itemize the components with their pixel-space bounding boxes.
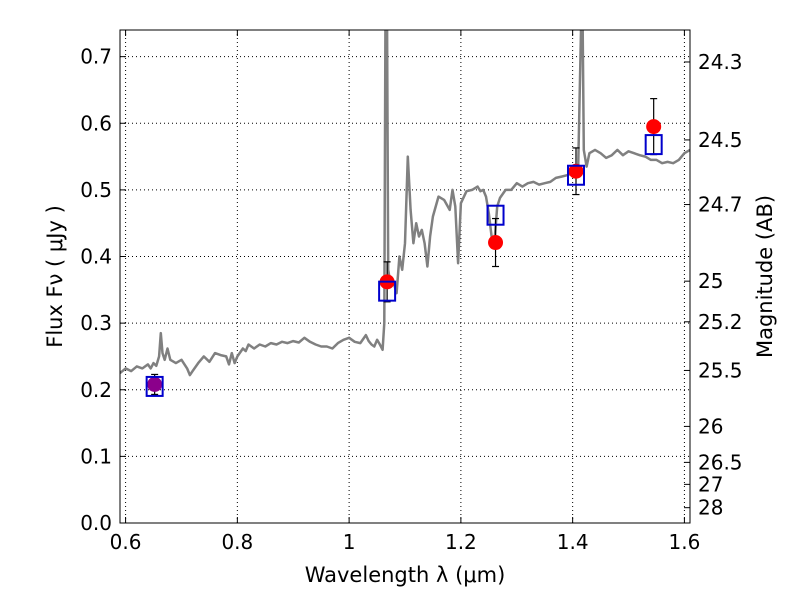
- x-axis-label: Wavelength λ (μm): [305, 563, 506, 587]
- right-tick-label: 24.5: [698, 128, 743, 152]
- y-tick-label: 0.1: [80, 444, 112, 468]
- x-tick-label: 1: [343, 530, 356, 554]
- plot-data: [120, 30, 690, 397]
- model-square: [644, 134, 663, 156]
- y-tick-label: 0.7: [80, 45, 112, 69]
- model-square: [567, 164, 585, 186]
- right-tick-label: 26: [698, 414, 723, 438]
- right-tick-label: 27: [698, 472, 723, 496]
- y-tick-label: 0.5: [80, 178, 112, 202]
- flux-point: [568, 163, 584, 179]
- right-tick-label: 25: [698, 269, 723, 293]
- right-tick-label: 26.5: [698, 450, 743, 474]
- y-tick-label: 0.3: [80, 311, 112, 335]
- model-square: [145, 375, 164, 397]
- spectrum-line: [120, 30, 690, 377]
- x-tick-label: 1.2: [445, 530, 477, 554]
- flux-point: [646, 119, 662, 135]
- grid: [120, 30, 690, 524]
- x-tick-label: 1.6: [669, 530, 701, 554]
- x-tick-label: 1.4: [557, 530, 589, 554]
- right-tick-label: 24.3: [698, 50, 743, 74]
- right-tick-label: 28: [698, 496, 723, 520]
- right-axis-label: Magnitude (AB): [753, 195, 777, 358]
- right-tick-label: 24.7: [698, 193, 743, 217]
- x-tick-label: 0.8: [221, 530, 253, 554]
- model-square: [486, 204, 505, 226]
- x-tick-label: 0.6: [110, 530, 142, 554]
- plot-frame: [119, 29, 691, 524]
- axis-ticks: 0.6 0.8 1 1.2 1.4 1.6 0.0 0.1 0.2 0.3 0.4 0.5 0.6 0.7…: [80, 30, 743, 554]
- y-tick-label: 0.0: [80, 511, 112, 535]
- y-tick-label: 0.2: [80, 378, 112, 402]
- right-tick-label: 25.2: [698, 310, 743, 334]
- y-axis-label: Flux Fν ( μJy ): [43, 205, 67, 348]
- model-square: [378, 280, 397, 302]
- right-tick-label: 25.5: [698, 358, 743, 382]
- flux-point: [488, 235, 504, 251]
- y-tick-label: 0.4: [80, 245, 112, 269]
- y-tick-label: 0.6: [80, 111, 112, 135]
- flux-point: [147, 376, 163, 392]
